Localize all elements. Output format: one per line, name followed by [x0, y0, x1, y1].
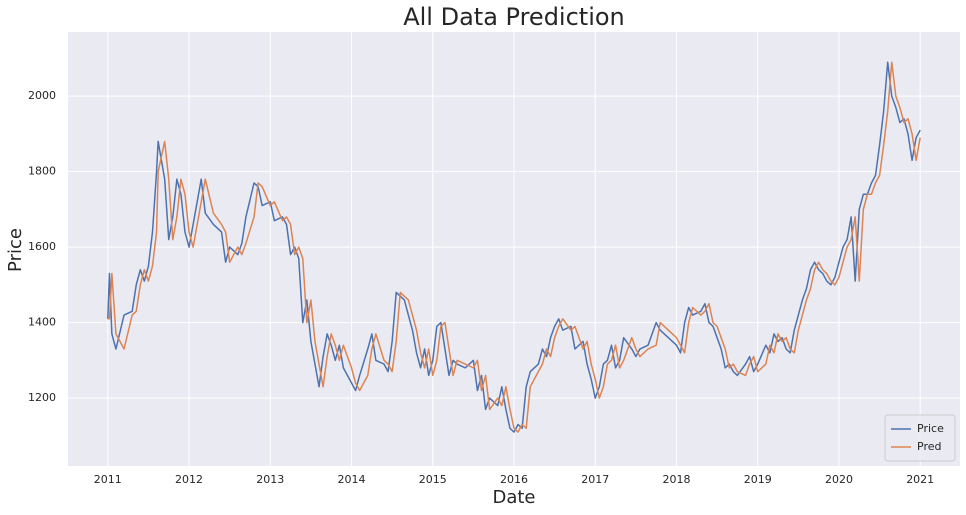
- legend-box: [884, 414, 956, 462]
- x-tick-label: 2013: [256, 473, 284, 486]
- legend-label: Price: [917, 422, 944, 435]
- x-tick-label: 2016: [500, 473, 528, 486]
- y-tick-label: 1800: [28, 165, 56, 178]
- x-tick-label: 2020: [825, 473, 853, 486]
- x-tick-label: 2012: [175, 473, 203, 486]
- chart-title: All Data Prediction: [403, 3, 625, 31]
- y-tick-label: 1200: [28, 391, 56, 404]
- y-axis-label: Price: [5, 228, 26, 272]
- x-tick-label: 2014: [338, 473, 366, 486]
- x-tick-label: 2021: [906, 473, 934, 486]
- line-series: [107, 61, 921, 433]
- x-axis-label: Date: [492, 487, 535, 508]
- y-tick-label: 1600: [28, 240, 56, 253]
- y-tick-label: 1400: [28, 316, 56, 329]
- x-tick-label: 2011: [94, 473, 122, 486]
- legend-label: Pred: [917, 440, 941, 453]
- x-tick-label: 2017: [581, 473, 609, 486]
- x-tick-label: 2019: [744, 473, 772, 486]
- legend: Price Pred: [884, 414, 956, 462]
- x-tick-label: 2015: [419, 473, 447, 486]
- y-tick-label: 2000: [28, 89, 56, 102]
- line-series: [107, 61, 921, 433]
- x-tick-label: 2018: [662, 473, 690, 486]
